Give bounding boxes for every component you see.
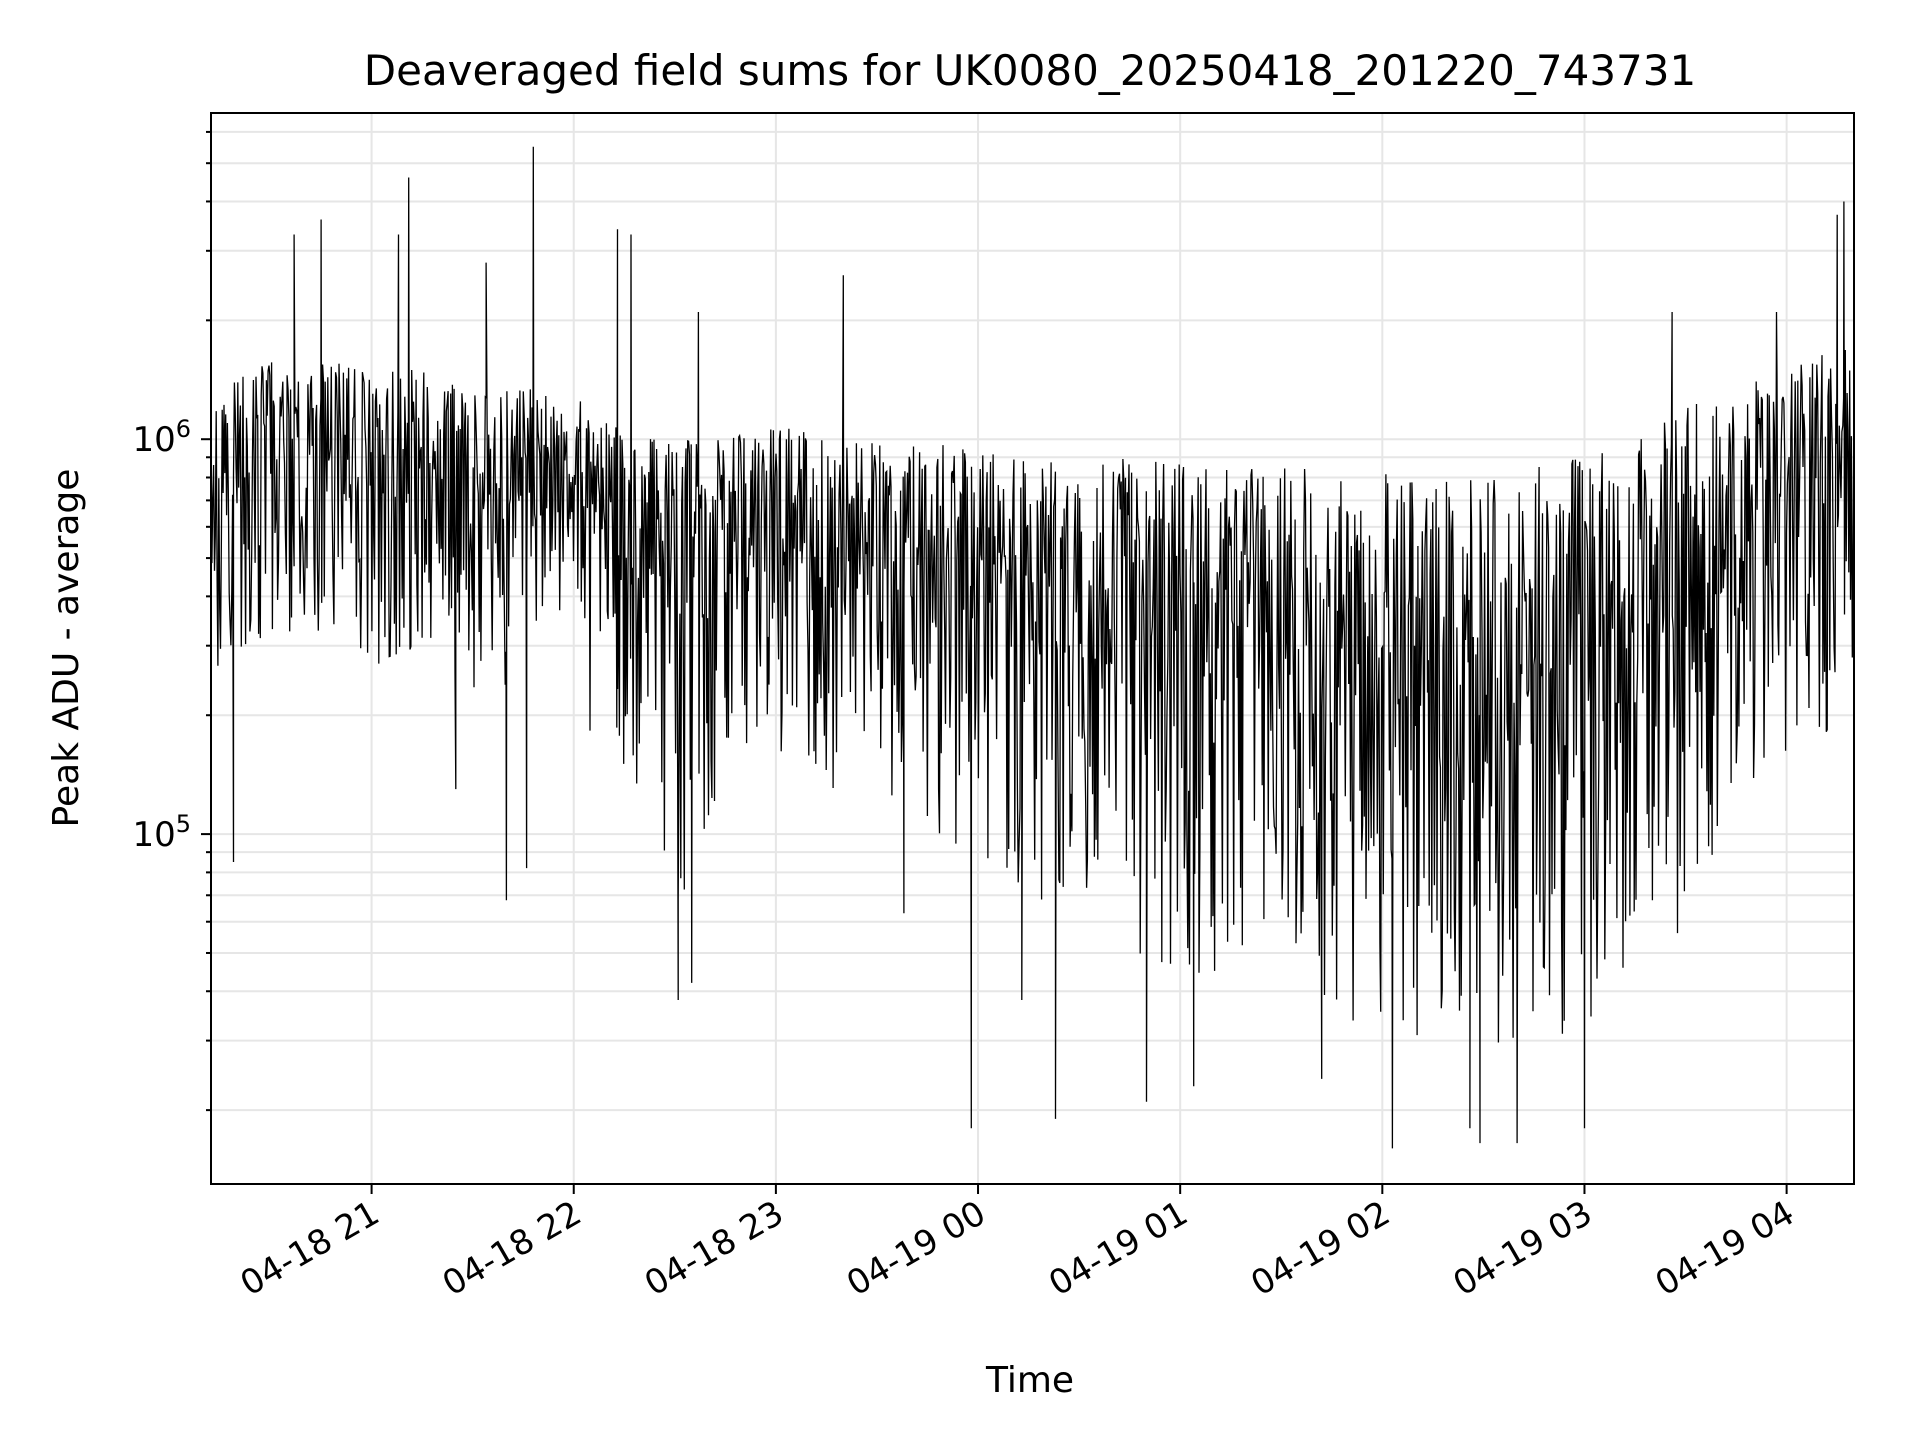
plot-frame	[210, 112, 1855, 1185]
series-layer	[211, 146, 1854, 1149]
plot-area	[211, 146, 1854, 1149]
y-tick-label: 105	[132, 810, 191, 855]
y-tick-label-exponent: 5	[176, 810, 191, 838]
y-tick-label-base: 10	[132, 815, 175, 855]
y-tick-label: 106	[132, 415, 191, 460]
y-tick-label-base: 10	[132, 420, 175, 460]
x-axis-label: Time	[985, 1360, 1074, 1401]
y-axis-label: Peak ADU - average	[46, 469, 87, 828]
y-tick-label-exponent: 6	[176, 415, 191, 443]
series-line	[211, 146, 1854, 1149]
chart-title: Deaveraged field sums for UK0080_2025041…	[364, 46, 1696, 95]
